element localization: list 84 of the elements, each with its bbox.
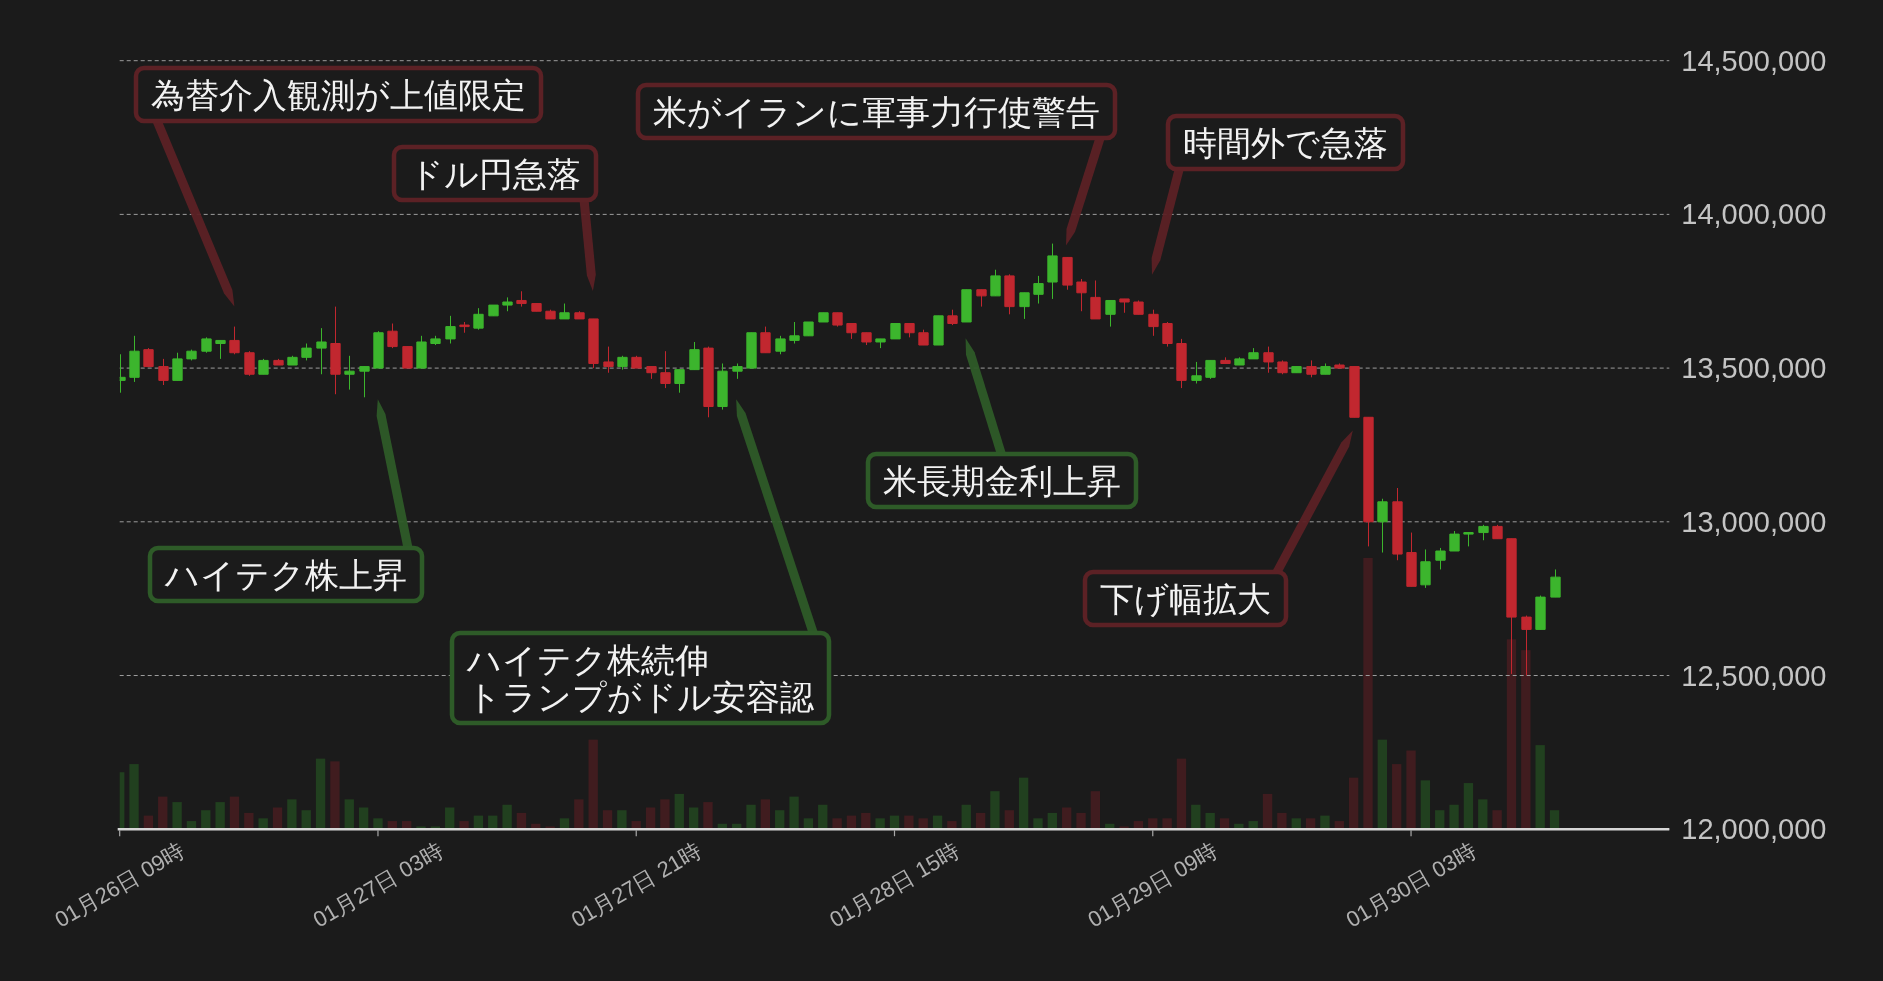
bar [330,761,340,830]
bar [358,807,369,830]
bar [990,791,1000,830]
annotation: 米長期金利上昇 [883,461,1121,500]
bar [1363,557,1373,830]
bar [201,810,211,830]
y-tick-label: 12,000,000 [1681,813,1827,846]
bar [645,807,656,830]
bar [1392,764,1402,830]
annotation: トランプがドル安容認 [467,677,814,716]
bar [1420,780,1431,830]
bar [158,796,168,830]
annotation: 為替介入観測が上値限定 [151,75,526,114]
bar [301,810,311,830]
bar [1320,815,1330,830]
bar [272,807,283,830]
x-tick-label: 01月27日 21時 [566,837,706,933]
bar [1090,791,1101,830]
bar [1018,777,1029,830]
bar [1004,810,1014,830]
bar [875,818,885,830]
bar [660,799,670,830]
bar [1406,750,1416,830]
bar [961,804,971,830]
bar [215,802,225,830]
bar [1478,799,1488,830]
x-tick-label: 01月30日 03時 [1341,837,1481,933]
y-tick-label: 12,500,000 [1681,659,1827,692]
bar [315,758,326,830]
bar [746,804,756,830]
bar [1205,812,1215,830]
annotation: ハイテク株続伸 [466,640,709,679]
bar [832,818,842,830]
annotation: 米がイランに軍事力行使警告 [653,92,1100,131]
bar [344,799,354,830]
bar [287,799,297,830]
bar [1377,739,1387,830]
bar [502,804,512,830]
bar [1463,783,1474,830]
y-tick-label: 13,500,000 [1681,352,1827,385]
y-tick-label: 14,000,000 [1681,198,1827,231]
bar [588,739,598,830]
bar [459,821,469,830]
annotation: ハイテク株上昇 [164,555,407,594]
bar [775,810,785,830]
bar [760,799,771,830]
bar [1492,810,1502,830]
x-tick-label: 01月28日 15時 [825,837,964,933]
bar [1162,818,1172,830]
bar [674,793,684,830]
bar [1076,812,1086,830]
bar [445,807,455,830]
bar [574,799,584,830]
bar [703,802,713,830]
bar [373,818,383,830]
annotation: 時間外で急落 [1183,123,1388,162]
bar [688,807,699,830]
bar [1449,804,1459,830]
bar [1535,745,1545,830]
bar [1549,810,1560,830]
y-tick-label: 14,500,000 [1681,44,1827,77]
bar [947,821,957,830]
bar [818,804,828,830]
bar [229,796,240,830]
bar [172,802,182,830]
bar [617,810,627,830]
bar [1348,777,1359,830]
bar [789,796,799,830]
bar [1191,804,1201,830]
bar [1277,812,1287,830]
bar [1262,793,1273,830]
bar [1176,758,1187,830]
x-tick-label: 01月29日 09時 [1083,837,1223,933]
bar [904,815,914,830]
bar [129,764,139,830]
bar [602,810,613,830]
x-tick-label: 01月26日 09時 [50,837,189,933]
bar [1062,807,1072,830]
bar [1435,810,1445,830]
annotation: ドル円急落 [409,154,581,193]
bar [1033,818,1043,830]
y-tick-label: 13,000,000 [1681,505,1827,538]
annotation: 下げ幅拡大 [1100,579,1271,618]
x-tick-label: 01月27日 03時 [308,837,448,933]
